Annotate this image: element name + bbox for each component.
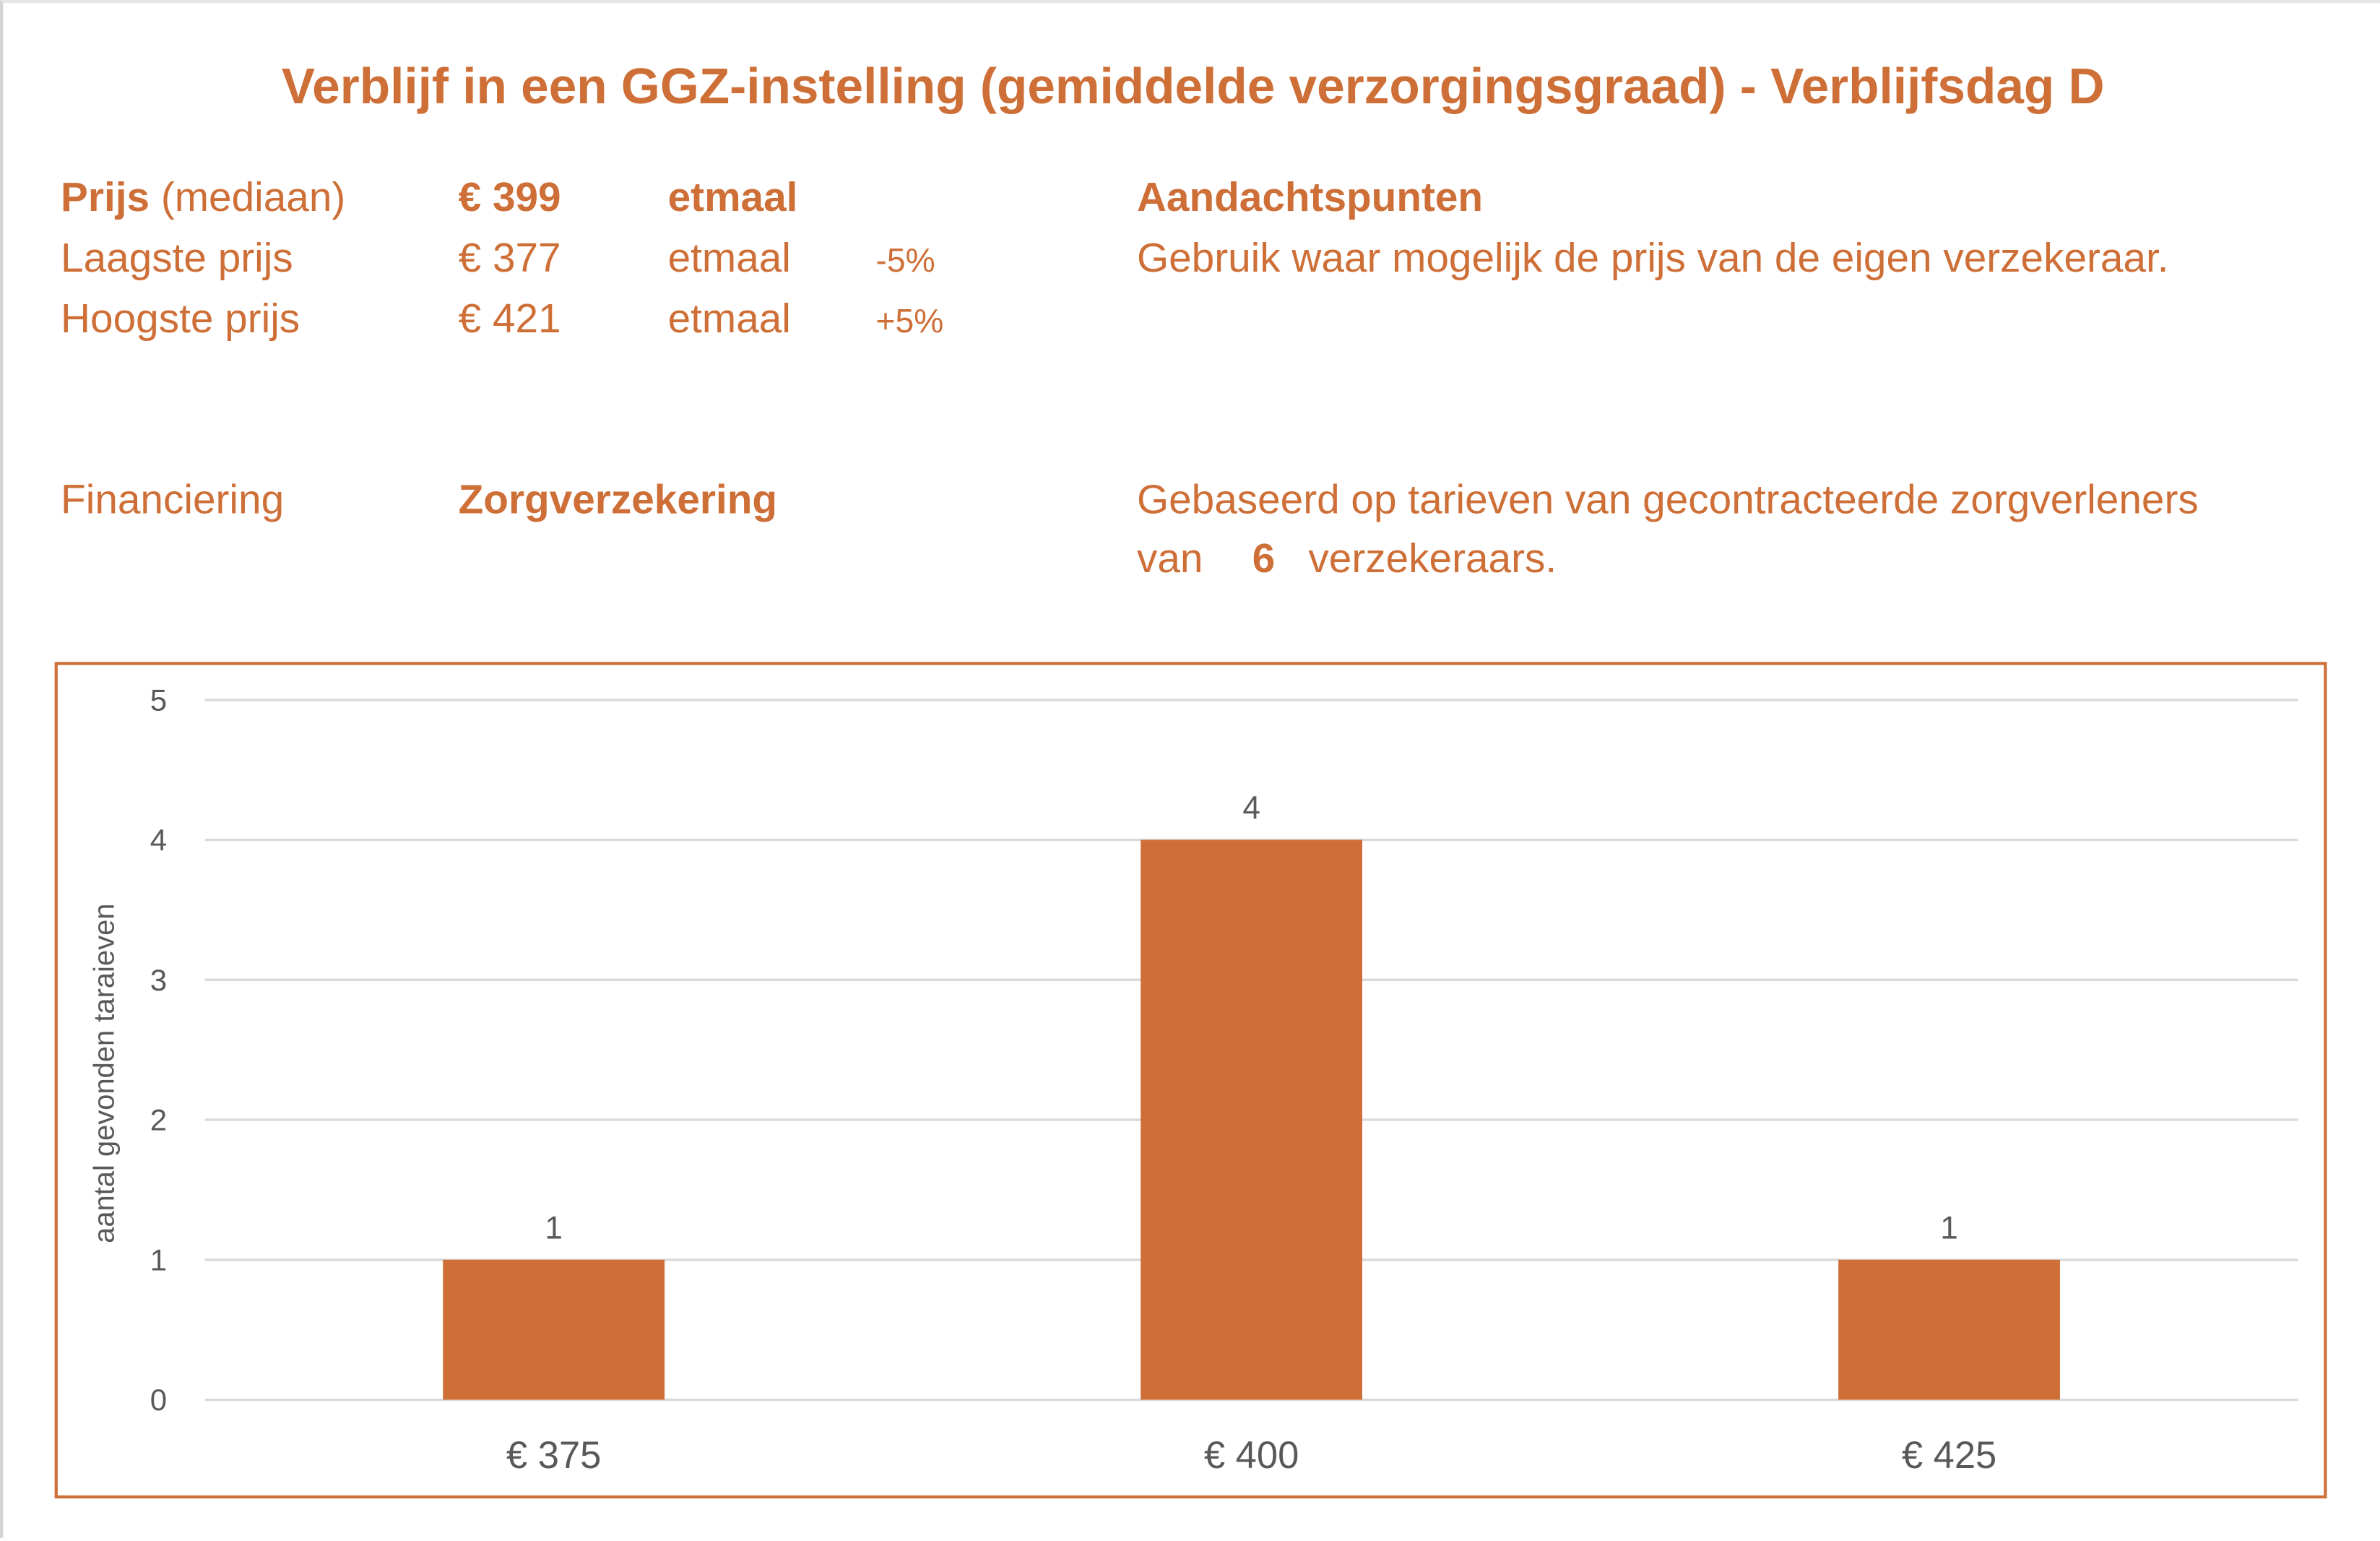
y-axis-label: aantal gevonden taraieven xyxy=(89,903,121,1243)
basis-count: 6 xyxy=(1252,535,1276,582)
y-tick-label: 4 xyxy=(150,823,167,857)
basis-suffix: verzekeraars. xyxy=(1308,535,1557,582)
high-label: Hoogste prijs xyxy=(61,295,300,342)
high-value: € 421 xyxy=(458,295,561,342)
financing-value: Zorgverzekering xyxy=(458,476,778,522)
low-unit: etmaal xyxy=(667,235,791,281)
x-tick-label: € 425 xyxy=(1902,1434,1996,1477)
x-tick-label: € 375 xyxy=(506,1434,601,1477)
data-label: 1 xyxy=(545,1210,563,1246)
bar-chart: 0 1 2 3 4 5 1 € 375 4 € 400 1 € 425 aantal gevonde… xyxy=(89,683,2298,1477)
low-value: € 377 xyxy=(458,235,561,281)
median-unit: etmaal xyxy=(667,174,798,220)
high-unit: etmaal xyxy=(667,295,791,342)
median-label: Prijs (mediaan) xyxy=(61,175,345,222)
median-label-rest: (mediaan) xyxy=(160,174,346,220)
y-tick-label: 2 xyxy=(150,1103,167,1137)
y-tick-label: 0 xyxy=(150,1383,167,1417)
data-label: 4 xyxy=(1242,790,1260,826)
bar xyxy=(1141,839,1363,1400)
low-pct: -5% xyxy=(875,241,935,280)
attention-heading: Aandachtspunten xyxy=(1136,174,1484,220)
bar xyxy=(1838,1259,2060,1400)
y-tick-label: 1 xyxy=(150,1243,167,1277)
basis-prefix: van xyxy=(1136,535,1203,582)
financing-label: Financiering xyxy=(61,476,285,522)
y-tick-label: 3 xyxy=(150,963,167,997)
median-label-bold: Prijs xyxy=(61,174,150,220)
basis-line1: Gebaseerd op tarieven van gecontracteerd… xyxy=(1136,476,2199,522)
median-value: € 399 xyxy=(458,174,561,220)
data-label: 1 xyxy=(1940,1210,1958,1246)
y-tick-label: 5 xyxy=(150,683,167,717)
high-pct: +5% xyxy=(875,302,944,340)
low-label: Laagste prijs xyxy=(61,235,293,281)
bar xyxy=(443,1259,665,1400)
x-tick-label: € 400 xyxy=(1204,1434,1299,1477)
attention-text: Gebruik waar mogelijk de prijs van de ei… xyxy=(1136,235,2169,281)
page-title: Verblijf in een GGZ-instelling (gemiddel… xyxy=(281,57,2105,114)
chart-frame xyxy=(54,662,2327,1499)
